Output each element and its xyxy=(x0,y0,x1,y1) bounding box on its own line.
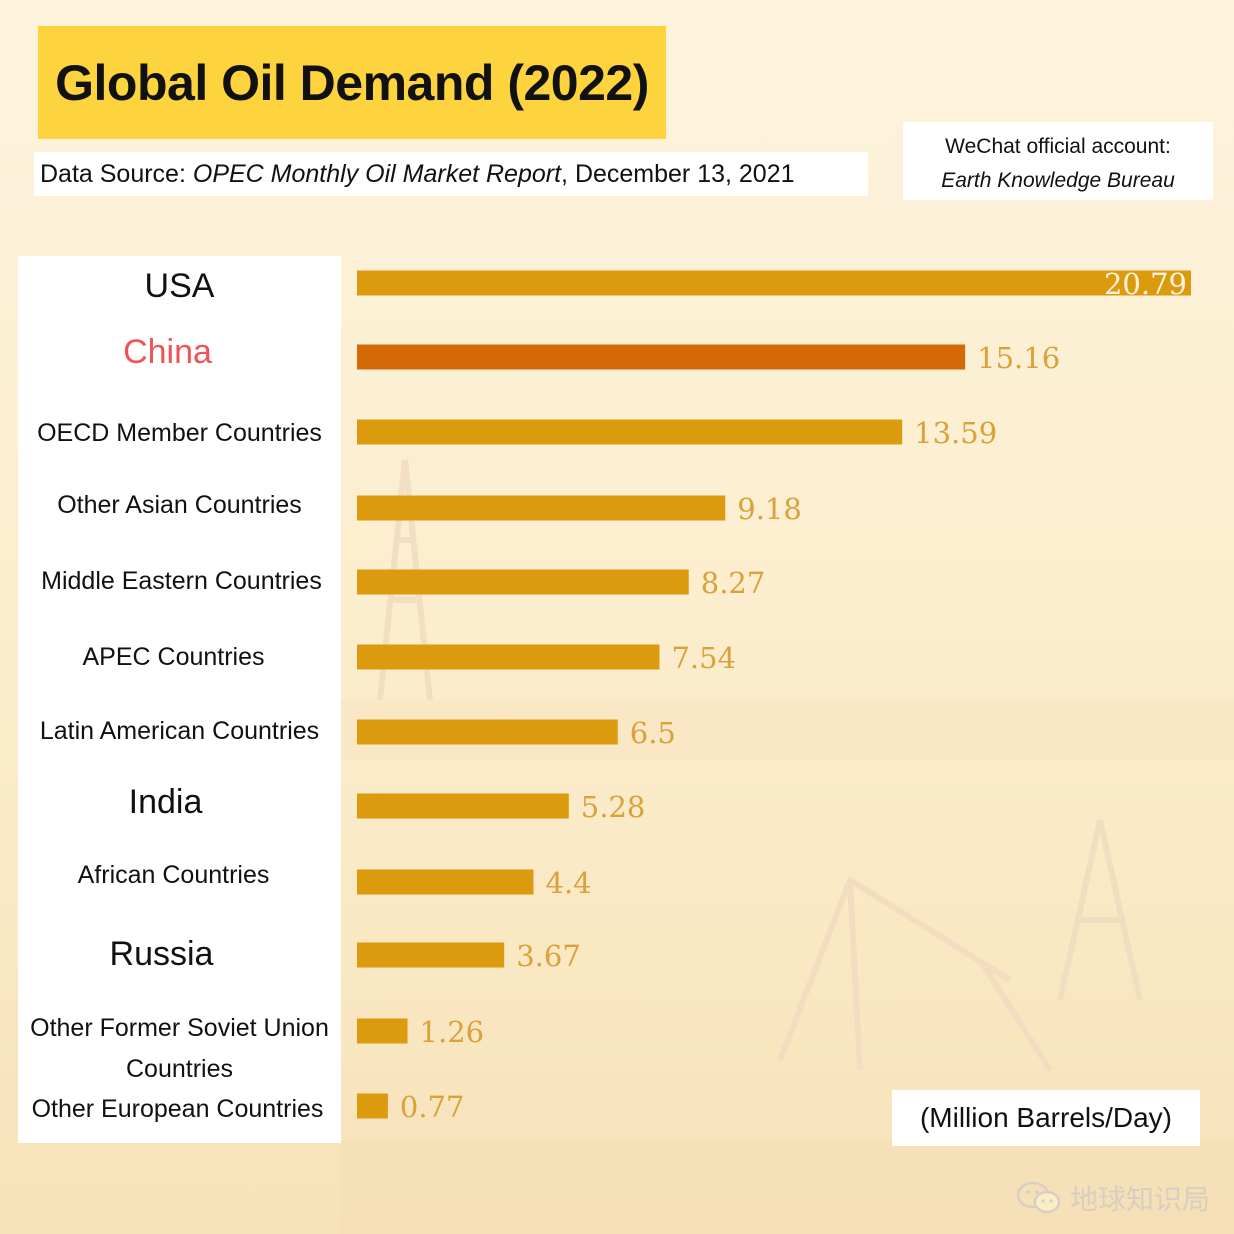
bar-4 xyxy=(357,570,689,595)
value-label-9: 3.67 xyxy=(516,939,581,973)
value-label-1: 15.16 xyxy=(977,341,1060,375)
value-label-10: 1.26 xyxy=(420,1015,485,1049)
unit-label-box: (Million Barrels/Day) xyxy=(892,1090,1200,1146)
unit-label: (Million Barrels/Day) xyxy=(920,1102,1172,1134)
watermark-text: 地球知识局 xyxy=(1070,1178,1210,1218)
value-label-0: 20.79 xyxy=(1104,267,1187,301)
wechat-logo-icon xyxy=(1016,1180,1062,1216)
bar-9 xyxy=(357,943,504,968)
value-label-5: 7.54 xyxy=(671,641,736,675)
bar-0 xyxy=(357,271,1191,296)
bar-7 xyxy=(357,794,569,819)
bar-1 xyxy=(357,345,965,370)
value-label-4: 8.27 xyxy=(701,566,766,600)
bar-11 xyxy=(357,1094,388,1119)
watermark: 地球知识局 xyxy=(1016,1176,1226,1220)
value-label-2: 13.59 xyxy=(914,416,997,450)
bar-6 xyxy=(357,720,618,745)
bar-8 xyxy=(357,870,534,895)
bar-10 xyxy=(357,1019,408,1044)
bar-2 xyxy=(357,420,902,445)
value-label-3: 9.18 xyxy=(737,492,802,526)
value-label-7: 5.28 xyxy=(581,790,646,824)
value-label-8: 4.4 xyxy=(546,866,592,900)
value-label-6: 6.5 xyxy=(630,716,676,750)
bar-3 xyxy=(357,496,725,521)
value-label-11: 0.77 xyxy=(400,1090,465,1124)
bar-5 xyxy=(357,645,659,670)
